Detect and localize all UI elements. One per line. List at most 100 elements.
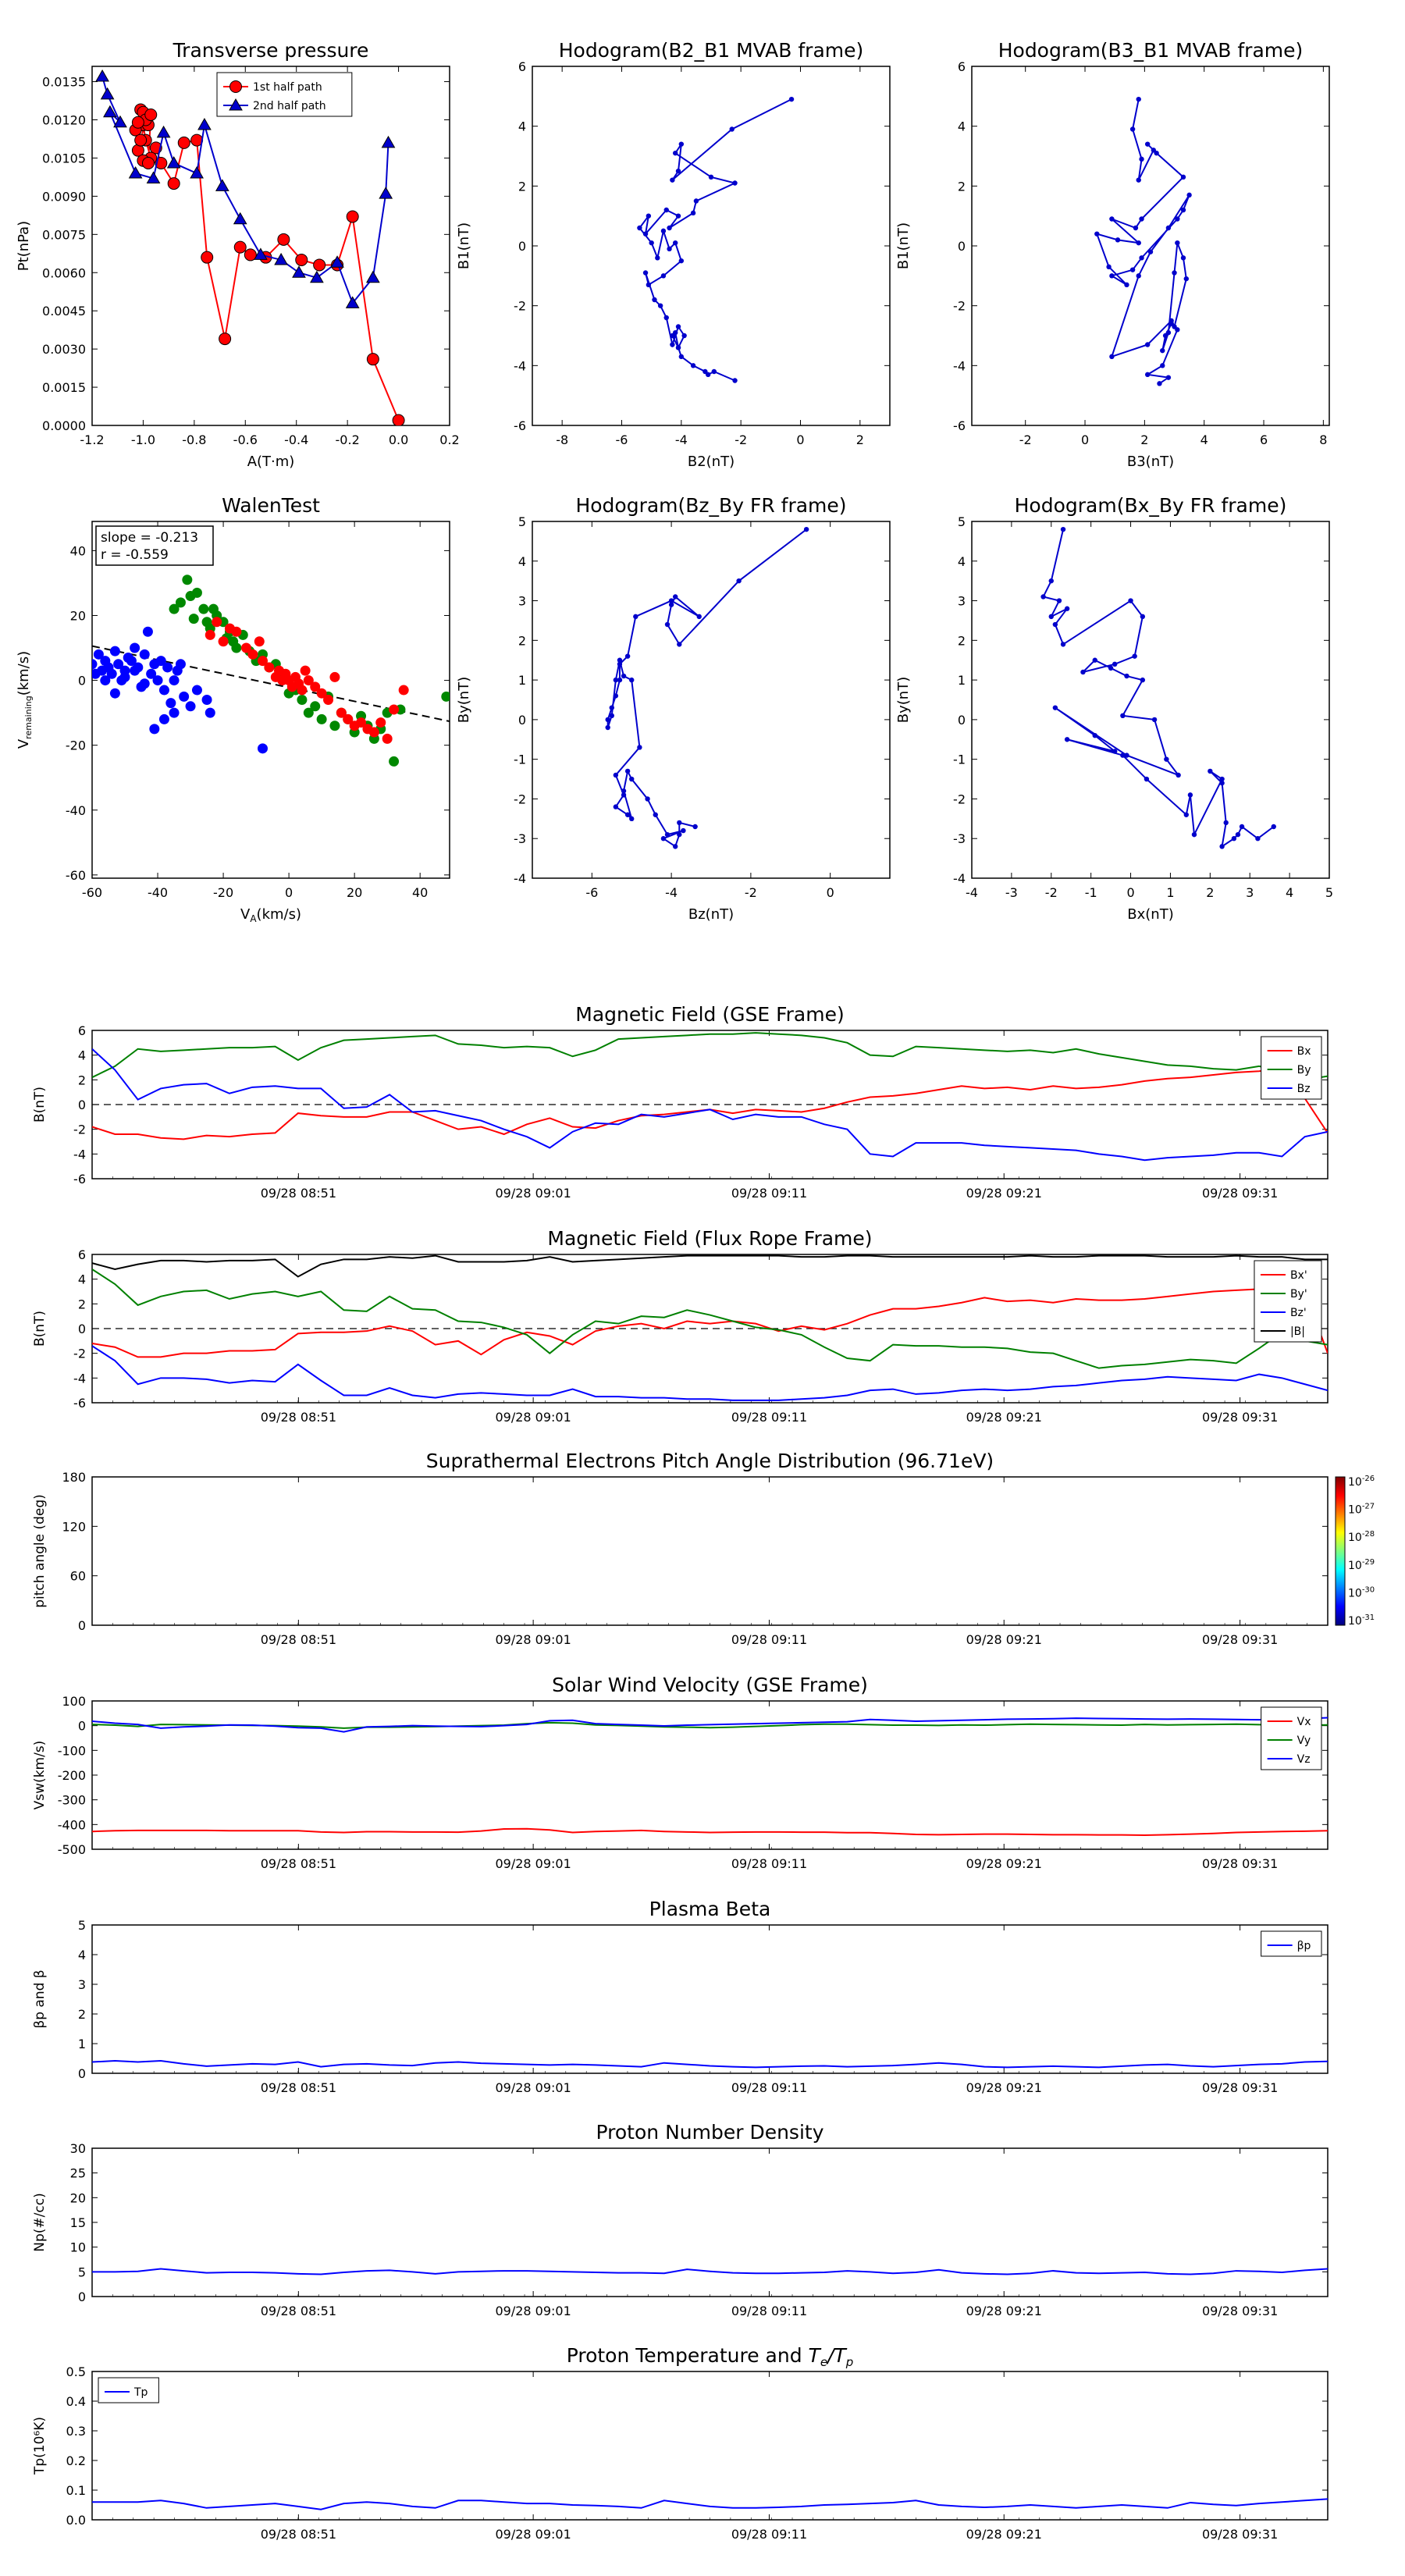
annotation-r: r = -0.559 bbox=[101, 547, 169, 563]
data-point bbox=[653, 812, 658, 817]
series-line-0 bbox=[92, 2268, 1328, 2275]
colorbar-label: 10-31 bbox=[1348, 1614, 1375, 1628]
y-tick-label: -2 bbox=[73, 1347, 86, 1361]
x-tick-label: 0 bbox=[796, 432, 804, 447]
data-point bbox=[1120, 713, 1126, 719]
data-point bbox=[708, 174, 714, 180]
x-tick-label: -1.0 bbox=[131, 432, 155, 447]
scatter-point bbox=[316, 688, 327, 699]
plot-area bbox=[92, 1717, 1328, 1836]
y-tick-label: 0 bbox=[78, 1098, 86, 1112]
y-tick-label: 2 bbox=[518, 179, 526, 194]
x-tick-label: 09/28 09:31 bbox=[1202, 1186, 1278, 1201]
y-tick-label: -100 bbox=[58, 1743, 86, 1758]
colorbar-label: 10-28 bbox=[1348, 1530, 1375, 1544]
data-point bbox=[1219, 776, 1225, 782]
scatter-point bbox=[310, 701, 321, 712]
y-axis-label: pitch angle (deg) bbox=[32, 1494, 48, 1608]
data-point bbox=[609, 713, 614, 719]
scatter-point bbox=[191, 587, 202, 598]
data-point bbox=[655, 255, 660, 261]
scatter-point bbox=[389, 756, 400, 767]
y-tick-label: 0.0135 bbox=[42, 75, 86, 90]
data-point bbox=[678, 141, 685, 147]
data-point bbox=[1231, 836, 1237, 841]
x-tick-label: -60 bbox=[82, 885, 102, 900]
legend-marker-1 bbox=[229, 98, 243, 111]
series-line-Tp bbox=[92, 2498, 1328, 2510]
x-tick-label: 09/28 09:01 bbox=[495, 2527, 571, 2542]
data-point bbox=[1052, 705, 1058, 710]
data-point bbox=[197, 118, 212, 130]
y-tick-label: 0 bbox=[78, 674, 86, 688]
y-tick-label: 0.1 bbox=[66, 2483, 86, 2498]
legend-label: Bz' bbox=[1290, 1307, 1307, 1319]
data-point bbox=[692, 824, 698, 830]
chart-vsw: Solar Wind Velocity (GSE Frame) 09/28 08:… bbox=[32, 1674, 1329, 1871]
scatter-point bbox=[382, 733, 393, 744]
legend-box bbox=[1261, 1930, 1322, 1957]
plot-area bbox=[92, 1032, 1328, 1162]
data-point bbox=[681, 827, 686, 834]
y-tick-label: 6 bbox=[78, 1023, 86, 1038]
data-point bbox=[657, 303, 663, 308]
y-axis-label: B(nT) bbox=[32, 1087, 48, 1123]
y-tick-label: -2 bbox=[514, 792, 526, 806]
scatter-point bbox=[368, 727, 379, 738]
chart-np: Proton Number Density 09/28 08:51 09/28 09… bbox=[32, 2121, 1329, 2318]
scatter-point bbox=[152, 675, 163, 686]
data-point bbox=[1094, 231, 1100, 237]
y-axis-label: Tp(10⁶K) bbox=[32, 2417, 48, 2475]
x-tick-label: 5 bbox=[1325, 885, 1333, 900]
scatter-point bbox=[205, 629, 215, 640]
data-point bbox=[675, 345, 681, 350]
data-point bbox=[1180, 207, 1186, 213]
plot-frame bbox=[91, 2147, 1329, 2297]
y-tick-label: 1 bbox=[518, 673, 526, 688]
data-point bbox=[1223, 820, 1229, 826]
data-point bbox=[1140, 614, 1146, 620]
data-point bbox=[660, 836, 667, 841]
data-point bbox=[1124, 282, 1129, 288]
y-tick-label: 6 bbox=[78, 1247, 86, 1262]
y-tick-label: 60 bbox=[70, 1569, 86, 1584]
x-tick-label: 0 bbox=[1126, 885, 1134, 900]
chart-title: Solar Wind Velocity (GSE Frame) bbox=[552, 1674, 868, 1696]
x-tick-label: 09/28 09:31 bbox=[1202, 2080, 1278, 2095]
y-tick-label: 30 bbox=[70, 2141, 86, 2156]
plot-frame bbox=[91, 521, 450, 879]
x-tick-label: -0.2 bbox=[336, 432, 360, 447]
scatter-point bbox=[92, 668, 101, 679]
x-axis-label: B3(nT) bbox=[1127, 454, 1174, 470]
plot-area bbox=[92, 2498, 1328, 2510]
data-point bbox=[295, 253, 308, 266]
data-point bbox=[693, 198, 699, 204]
data-point bbox=[113, 115, 127, 128]
data-point bbox=[254, 247, 268, 260]
y-tick-label: -3 bbox=[953, 831, 966, 846]
y-tick-label: 0.0000 bbox=[42, 418, 86, 433]
series-line-Bz bbox=[92, 1048, 1328, 1162]
data-point bbox=[1176, 772, 1181, 778]
data-point bbox=[146, 171, 161, 184]
plot-area bbox=[92, 1254, 1328, 1401]
x-tick-label: 09/28 09:31 bbox=[1202, 1632, 1278, 1647]
data-point bbox=[277, 233, 290, 246]
data-point bbox=[1112, 661, 1118, 667]
data-point bbox=[1183, 276, 1190, 282]
data-point bbox=[629, 816, 635, 822]
y-tick-label: 0.0030 bbox=[42, 342, 86, 357]
y-tick-label: 0 bbox=[518, 239, 526, 254]
scatter-point bbox=[300, 665, 311, 676]
y-tick-label: 5 bbox=[78, 2265, 86, 2279]
annotation-box bbox=[95, 525, 214, 566]
data-point bbox=[1175, 327, 1180, 333]
y-tick-label: 4 bbox=[78, 1948, 86, 1962]
y-tick-label: 0.0015 bbox=[42, 380, 86, 395]
y-tick-label: 5 bbox=[518, 514, 526, 529]
scatter-point bbox=[212, 617, 222, 628]
scatter-point bbox=[185, 701, 196, 712]
scatter-point bbox=[179, 691, 190, 702]
y-axis-label: B1(nT) bbox=[456, 222, 472, 269]
series-line-|B| bbox=[92, 1254, 1328, 1278]
